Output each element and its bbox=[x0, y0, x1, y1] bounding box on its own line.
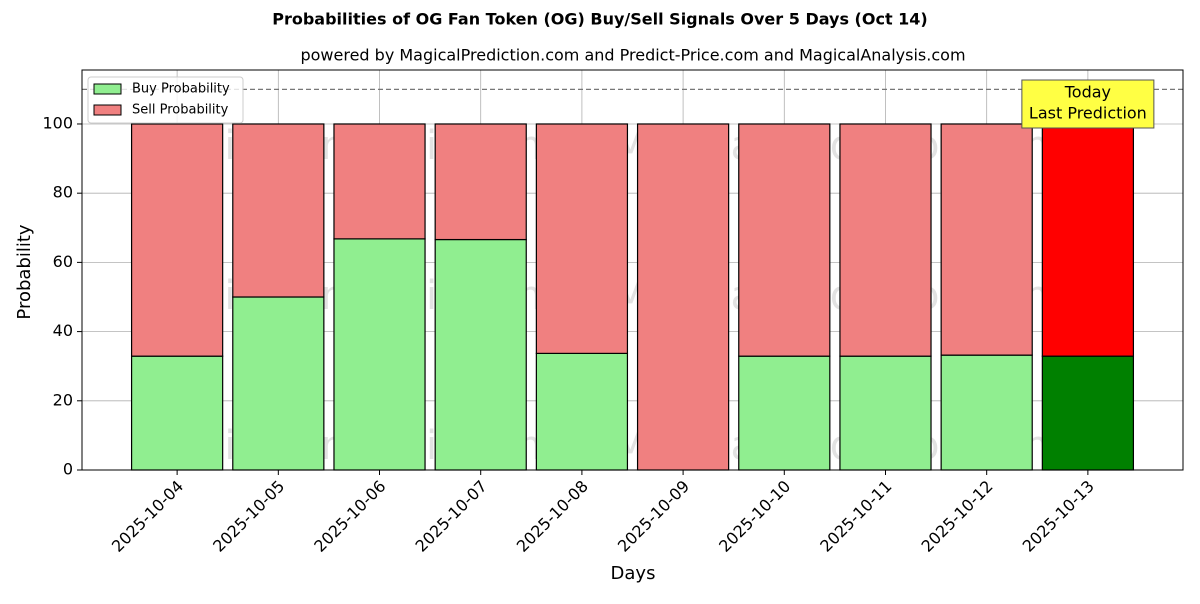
bar bbox=[1041, 355, 1135, 471]
legend-box bbox=[87, 76, 244, 124]
x-tick-label: 2025-10-09 bbox=[614, 477, 693, 556]
bar bbox=[940, 354, 1033, 471]
bar bbox=[839, 123, 932, 357]
legend-swatch bbox=[93, 83, 122, 95]
bar bbox=[434, 123, 527, 241]
x-tick-label: 2025-10-10 bbox=[715, 477, 794, 556]
y-tick-label: 40 bbox=[53, 321, 73, 340]
legend-swatch bbox=[93, 104, 122, 116]
x-tick-label: 2025-10-13 bbox=[1019, 477, 1098, 556]
x-tick-label: 2025-10-07 bbox=[412, 477, 491, 556]
plot-frame bbox=[81, 69, 1184, 471]
bar bbox=[232, 123, 325, 298]
bar bbox=[1041, 123, 1135, 357]
y-tick-label: 0 bbox=[63, 460, 73, 479]
y-tick-label: 80 bbox=[53, 183, 73, 202]
bar bbox=[535, 123, 629, 354]
bar bbox=[940, 123, 1033, 356]
legend-label: Sell Probability bbox=[132, 103, 229, 118]
bar bbox=[636, 123, 730, 471]
annotation-text: Last Prediction bbox=[1029, 104, 1147, 123]
x-tick-label: 2025-10-08 bbox=[513, 477, 592, 556]
x-axis-label: Days bbox=[611, 563, 656, 584]
y-tick-label: 60 bbox=[53, 252, 73, 271]
bar bbox=[839, 355, 932, 471]
bar bbox=[130, 123, 224, 357]
legend-label: Buy Probability bbox=[132, 82, 230, 97]
bar bbox=[232, 296, 325, 471]
y-tick-label: 20 bbox=[53, 390, 73, 409]
x-tick-label: 2025-10-05 bbox=[209, 477, 288, 556]
chart-title: Probabilities of OG Fan Token (OG) Buy/S… bbox=[272, 10, 928, 29]
annotation-text: Today bbox=[1064, 83, 1111, 102]
bar bbox=[333, 123, 426, 240]
bar bbox=[535, 352, 629, 471]
x-tick-label: 2025-10-06 bbox=[310, 477, 389, 556]
chart-subtitle: powered by MagicalPrediction.com and Pre… bbox=[300, 46, 965, 65]
annotation-box bbox=[1021, 79, 1155, 129]
bar bbox=[130, 355, 224, 471]
bar bbox=[738, 355, 831, 471]
y-tick-label: 100 bbox=[42, 113, 73, 132]
legend: Buy Probability Sell Probability bbox=[87, 76, 244, 124]
bar bbox=[434, 238, 527, 471]
bar bbox=[333, 238, 426, 471]
x-tick-label: 2025-10-04 bbox=[108, 477, 187, 556]
x-tick-label: 2025-10-11 bbox=[816, 477, 895, 556]
bar bbox=[738, 123, 831, 357]
x-tick-label: 2025-10-12 bbox=[918, 477, 997, 556]
y-axis-label: Probability bbox=[14, 224, 35, 319]
